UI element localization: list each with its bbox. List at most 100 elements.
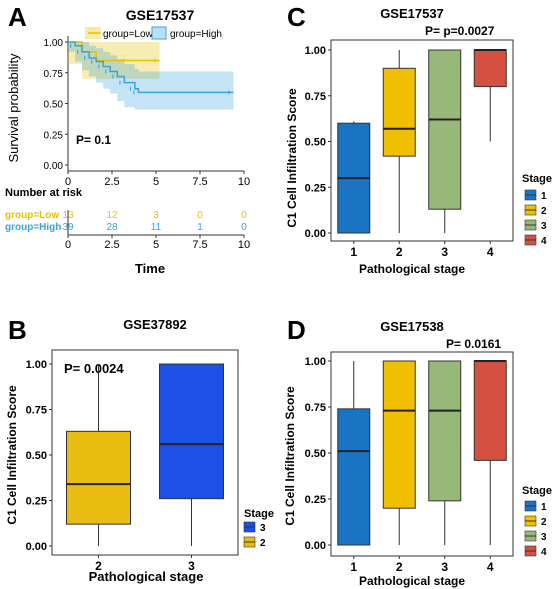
panel-a-ytick-label: 0.50 bbox=[44, 100, 64, 111]
risk-count: 0 bbox=[241, 210, 247, 221]
survival-curve-low bbox=[68, 41, 160, 62]
risk-table-title: Number at risk bbox=[5, 187, 83, 199]
xtick-label: 4 bbox=[487, 560, 494, 574]
panel-label-b: B bbox=[8, 315, 27, 345]
panel-d-pvalue: P= 0.0161 bbox=[446, 337, 501, 351]
panel-label-a: A bbox=[8, 2, 27, 32]
panel-c-xlabel: Pathological stage bbox=[359, 262, 465, 276]
risk-row-label: group=Low bbox=[5, 210, 59, 221]
panel-a-title: GSE17537 bbox=[126, 7, 195, 23]
legend-label: 1 bbox=[541, 502, 547, 513]
ytick-label: 0.25 bbox=[305, 494, 326, 506]
ytick-label: 0.00 bbox=[26, 541, 47, 553]
risk-count: 12 bbox=[106, 210, 118, 221]
legend-label: 4 bbox=[541, 236, 547, 247]
legend-label: 2 bbox=[541, 206, 547, 217]
risk-count: 3 bbox=[153, 210, 159, 221]
survival-curve-high bbox=[68, 41, 234, 94]
box-stage-3 bbox=[428, 360, 462, 502]
ytick-label: 1.00 bbox=[26, 359, 47, 371]
ytick-label: 0.75 bbox=[305, 91, 326, 103]
panel-a-xtick-label: 0 bbox=[65, 176, 71, 188]
panel-c-legend-title: Stage bbox=[522, 173, 552, 185]
xtick-label: 1 bbox=[350, 560, 357, 574]
panel-c-ylabel: C1 Cell Infiltration Score bbox=[285, 88, 299, 228]
panel-label-c: C bbox=[287, 2, 306, 32]
panel-a-xtick-label: 10 bbox=[238, 176, 250, 188]
panel-a-ytick-label: 1.00 bbox=[44, 38, 64, 49]
legend-label: 2 bbox=[541, 517, 547, 528]
panel-b-ylabel: C1 Cell Infiltration Score bbox=[5, 385, 19, 525]
legend-label: 1 bbox=[541, 191, 547, 202]
panel-d-xlabel: Pathological stage bbox=[359, 574, 465, 588]
plot-frame bbox=[51, 349, 239, 556]
panel-d-title: GSE17538 bbox=[380, 319, 444, 334]
plot-frame bbox=[330, 351, 514, 557]
legend-high-swatch bbox=[151, 26, 167, 40]
legend-label: 3 bbox=[541, 221, 547, 232]
risk-count: 0 bbox=[241, 222, 247, 233]
ytick-label: 1.00 bbox=[305, 45, 326, 57]
legend-high-label: group=High bbox=[170, 29, 222, 40]
ytick-label: 0.50 bbox=[305, 448, 326, 460]
xtick-label: 2 bbox=[396, 560, 403, 574]
legend-low-fill bbox=[85, 27, 101, 39]
plot-frame bbox=[330, 39, 514, 242]
panel-label-d: D bbox=[287, 315, 306, 345]
risk-xtick-label: 10 bbox=[238, 239, 250, 251]
ytick-label: 0.00 bbox=[305, 228, 326, 240]
panel-a-xtick-label: 2.5 bbox=[104, 176, 119, 188]
panel-d-legend-title: Stage bbox=[522, 485, 552, 497]
xtick-label: 2 bbox=[396, 245, 403, 259]
risk-row-label: group=High bbox=[5, 222, 61, 233]
ytick-label: 0.00 bbox=[305, 540, 326, 552]
ytick-label: 0.25 bbox=[26, 496, 47, 508]
legend-label: 2 bbox=[260, 538, 266, 549]
xtick-label: 3 bbox=[188, 559, 195, 573]
ytick-label: 1.00 bbox=[305, 356, 326, 368]
panel-b-legend-title: Stage bbox=[244, 508, 274, 520]
box-stage-2 bbox=[382, 360, 416, 509]
ytick-label: 0.25 bbox=[305, 182, 326, 194]
xtick-label: 2 bbox=[95, 559, 102, 573]
legend-label: 3 bbox=[541, 532, 547, 543]
risk-xtick-label: 2.5 bbox=[104, 239, 119, 251]
panel-a-ytick-label: 0.75 bbox=[44, 69, 64, 80]
ytick-label: 0.75 bbox=[305, 402, 326, 414]
xtick-label: 1 bbox=[350, 245, 357, 259]
panel-d-ylabel: C1 Cell Infiltration Score bbox=[283, 386, 297, 526]
panel-a-pvalue: P= 0.1 bbox=[76, 133, 111, 147]
box-stage-4 bbox=[473, 360, 507, 461]
panel-a-xtick-label: 5 bbox=[153, 176, 159, 188]
ytick-label: 0.50 bbox=[305, 137, 326, 149]
box-stage-2 bbox=[382, 67, 416, 157]
xtick-label: 3 bbox=[441, 560, 448, 574]
panel-a-legend: group=Low group=High bbox=[85, 26, 222, 40]
panel-a-xlabel: Time bbox=[135, 261, 165, 276]
risk-count: 0 bbox=[197, 210, 203, 221]
panel-c-title: GSE17537 bbox=[380, 6, 444, 21]
panel-b-boxplot: GSE37892 P= 0.0024 C1 Cell Infiltration … bbox=[5, 317, 274, 584]
xtick-label: 3 bbox=[441, 245, 448, 259]
risk-xtick-label: 0 bbox=[65, 239, 71, 251]
panel-d-boxplot: GSE17538 P= 0.0161 C1 Cell Infiltration … bbox=[283, 319, 552, 588]
box-stage-1 bbox=[337, 408, 371, 546]
panel-a-survival: GSE17537 group=Low group=High Survival p… bbox=[5, 7, 250, 276]
panel-a-xtick-label: 7.5 bbox=[192, 176, 207, 188]
box-stage-2 bbox=[66, 430, 131, 525]
risk-xtick-label: 5 bbox=[153, 239, 159, 251]
risk-xtick-label: 7.5 bbox=[192, 239, 207, 251]
legend-label: 4 bbox=[541, 547, 547, 558]
box-stage-3 bbox=[428, 49, 462, 210]
panel-b-pvalue: P= 0.0024 bbox=[64, 361, 124, 376]
panel-a-ylabel: Survival probability bbox=[6, 53, 21, 163]
panel-b-title: GSE37892 bbox=[123, 317, 187, 332]
panel-a-ytick-label: 0.25 bbox=[44, 130, 64, 141]
box-stage-4 bbox=[473, 49, 507, 88]
panel-c-boxplot: GSE17537 P= p=0.0027 C1 Cell Infiltratio… bbox=[285, 6, 552, 276]
risk-count: 28 bbox=[106, 222, 118, 233]
panel-a-ytick-label: 0.00 bbox=[44, 161, 64, 172]
ytick-label: 0.75 bbox=[26, 405, 47, 417]
legend-label: 3 bbox=[260, 523, 266, 534]
